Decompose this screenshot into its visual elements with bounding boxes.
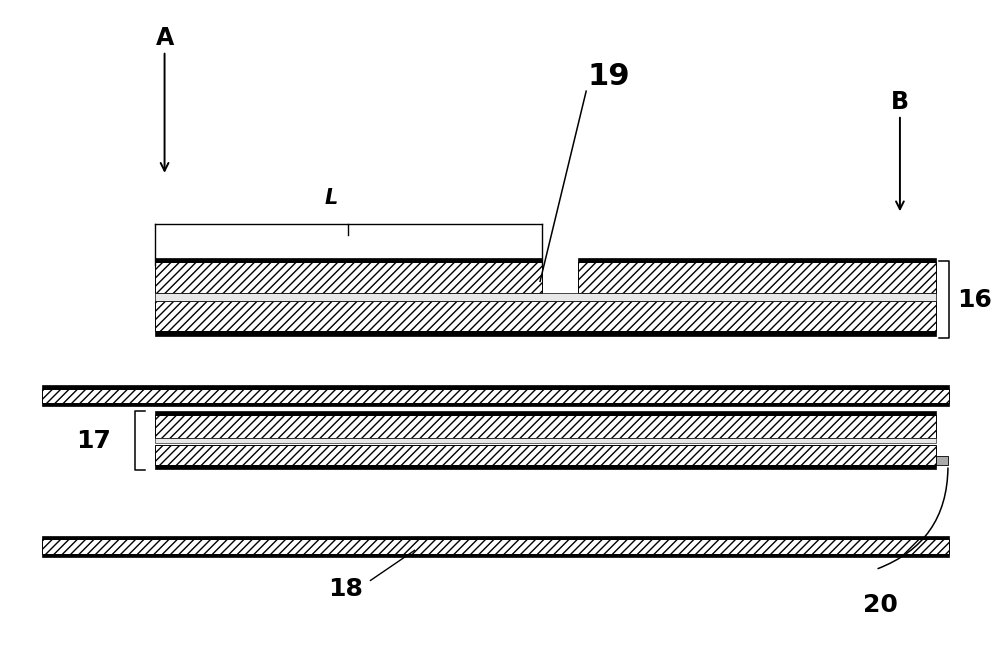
Bar xyxy=(155,262,542,293)
Bar xyxy=(155,293,936,300)
Text: B: B xyxy=(891,90,909,114)
Bar xyxy=(155,415,936,438)
Text: L: L xyxy=(325,188,338,208)
Bar xyxy=(155,258,542,262)
Text: 17: 17 xyxy=(76,429,111,453)
Bar xyxy=(155,331,936,336)
Bar xyxy=(578,262,936,293)
Text: 18: 18 xyxy=(329,577,363,601)
Bar xyxy=(42,403,949,406)
Bar xyxy=(936,456,948,465)
Bar xyxy=(155,438,936,443)
Text: 16: 16 xyxy=(957,287,992,311)
Bar xyxy=(42,554,949,557)
Text: A: A xyxy=(155,26,174,50)
Bar xyxy=(155,300,936,331)
Text: 20: 20 xyxy=(863,593,898,617)
Bar xyxy=(42,539,949,554)
Bar xyxy=(155,465,936,469)
Bar xyxy=(155,444,936,465)
Bar xyxy=(578,258,936,262)
Bar xyxy=(42,536,949,539)
Bar xyxy=(42,389,949,403)
Bar xyxy=(42,385,949,389)
Bar xyxy=(155,412,936,415)
Text: 19: 19 xyxy=(587,62,630,91)
